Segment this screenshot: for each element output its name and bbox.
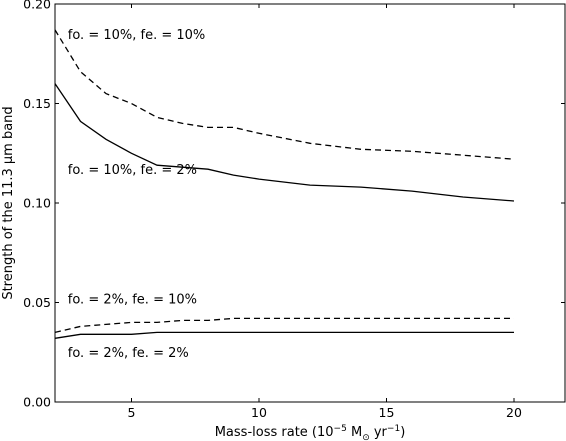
plot-frame <box>54 3 566 403</box>
series-line-4 <box>54 331 514 339</box>
series-line-3 <box>54 317 514 334</box>
series-annotation: fo. = 10%, fe. = 10% <box>68 28 206 43</box>
x-tick-label: 5 <box>128 405 136 420</box>
series-line-1 <box>54 29 515 160</box>
x-tick-label: 20 <box>506 405 522 420</box>
y-tick-label: 0.10 <box>23 196 51 211</box>
y-axis-title: Strength of the 11.3 μm band <box>1 106 16 299</box>
y-tick-label: 0.05 <box>23 295 51 310</box>
plot-lines <box>54 29 515 339</box>
series-line-2 <box>54 83 515 202</box>
axis-tick-labels: 5 10 15 20 0.00 0.05 0.10 0.15 0.20 <box>23 0 522 420</box>
y-tick-label: 0.00 <box>23 395 51 410</box>
series-annotation: fo. = 10%, fe. = 2% <box>68 163 197 178</box>
x-tick-label: 10 <box>251 405 267 420</box>
series-annotations: fo. = 10%, fe. = 10% fo. = 10%, fe. = 2% f… <box>68 28 206 361</box>
y-tick-label: 0.20 <box>23 0 51 12</box>
series-annotation: fo. = 2%, fe. = 2% <box>68 346 189 361</box>
x-tick-label: 15 <box>379 405 395 420</box>
axis-ticks <box>55 3 565 403</box>
series-annotation: fo. = 2%, fe. = 10% <box>68 292 197 307</box>
x-axis-title: Mass-loss rate (10−5 M⊙ yr−1) <box>215 424 406 441</box>
y-tick-label: 0.15 <box>23 96 51 111</box>
